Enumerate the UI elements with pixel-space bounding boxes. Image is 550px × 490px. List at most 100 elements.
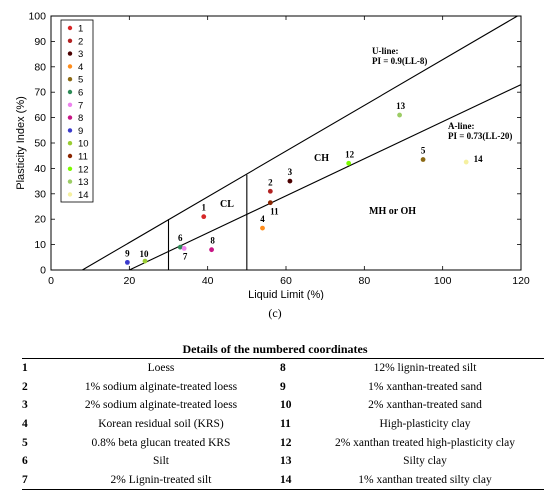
detail-description: 2% xanthan-treated sand <box>368 399 482 412</box>
detail-description: Silty clay <box>403 455 447 468</box>
legend-marker-4 <box>67 64 73 69</box>
legend-marker-5 <box>67 77 73 82</box>
x-tick-label: 0 <box>48 275 54 287</box>
y-tick-label: 40 <box>34 163 46 175</box>
point-7 <box>181 246 187 251</box>
detail-number: 14 <box>280 470 306 490</box>
detail-number: 13 <box>280 455 292 468</box>
point-2 <box>267 188 273 194</box>
point-4 <box>260 225 265 231</box>
y-tick-label: 20 <box>34 214 46 226</box>
chart-lines <box>82 15 522 271</box>
legend-label-8: 8 <box>78 113 83 124</box>
detail-number: 6 <box>22 455 28 468</box>
legend-marker-9 <box>67 128 73 133</box>
point-13 <box>397 112 402 118</box>
detail-description: Silt <box>153 455 169 468</box>
y-tick-label: 60 <box>34 112 46 124</box>
point-11 <box>267 200 273 206</box>
legend-label-14: 14 <box>78 190 89 201</box>
y-tick-label: 50 <box>34 138 46 150</box>
x-tick-label: 100 <box>434 275 452 287</box>
axis-ticks: 0 20 40 60 80 100 120 0 10 20 30 40 50 60 70 80 90 100 <box>28 11 529 288</box>
point-label-5: 5 <box>421 146 426 156</box>
region-label-mh-oh: MH or OH <box>369 206 416 217</box>
detail-number: 3 <box>22 399 28 412</box>
detail-number: 12 <box>280 436 292 449</box>
point-label-13: 13 <box>396 101 406 111</box>
detail-number: 8 <box>280 357 306 378</box>
a-line-line <box>129 84 522 271</box>
detail-description: Loess <box>42 357 280 378</box>
detail-number: 4 <box>22 418 28 431</box>
point-label-8: 8 <box>210 236 215 246</box>
legend-label-3: 3 <box>78 49 83 60</box>
detail-number: 1 <box>22 357 42 378</box>
u-line-label: U-line: <box>372 46 399 56</box>
point-label-7: 7 <box>183 251 188 261</box>
legend-marker-12 <box>67 166 73 171</box>
legend-marker-2 <box>67 38 73 43</box>
x-tick-label: 60 <box>280 275 292 287</box>
x-axis-label: Liquid Limit (%) <box>248 289 324 300</box>
details-title: Details of the numbered coordinates <box>182 342 368 356</box>
legend-marker-6 <box>67 89 73 95</box>
details-row: 7 2% Lignin-treated silt 14 1% xanthan trea… <box>22 470 544 490</box>
y-tick-label: 80 <box>34 61 46 73</box>
point-6 <box>177 244 183 250</box>
point-label-14: 14 <box>474 154 484 164</box>
legend-label-9: 9 <box>78 126 83 137</box>
point-label-4: 4 <box>260 214 265 224</box>
legend-label-7: 7 <box>78 100 83 111</box>
y-axis-label: Plasticity Index (%) <box>15 96 27 190</box>
x-tick-label: 120 <box>512 275 530 287</box>
point-label-11: 11 <box>270 207 279 217</box>
legend-marker-14 <box>67 192 73 197</box>
details-row: 2 1% sodium alginate-treated loess 9 1% xan… <box>22 378 544 397</box>
point-label-2: 2 <box>268 177 273 187</box>
point-label-1: 1 <box>202 203 207 213</box>
point-10 <box>142 258 148 264</box>
legend-box <box>60 19 94 203</box>
detail-description: 1% sodium alginate-treated loess <box>84 380 238 393</box>
details-row: 4 Korean residual soil (KRS) 11 High-plasti… <box>22 415 544 434</box>
detail-number: 7 <box>22 470 42 490</box>
u-line-line <box>82 15 518 271</box>
details-row: 3 2% sodium alginate-treated loess 10 2% xa… <box>22 396 544 415</box>
detail-description: 1% xanthan treated silty clay <box>306 470 544 490</box>
x-tick-label: 40 <box>202 275 214 287</box>
y-tick-label: 100 <box>28 11 46 23</box>
figure-subcaption: (c) <box>268 306 282 320</box>
details-row: 5 0.8% beta glucan treated KRS 12 2% xantha… <box>22 433 544 452</box>
legend-label-6: 6 <box>78 88 83 99</box>
detail-description: 2% xanthan treated high-plasticity clay <box>334 436 516 449</box>
y-tick-label: 30 <box>34 188 46 200</box>
detail-number: 5 <box>22 436 28 449</box>
legend-marker-8 <box>67 115 73 120</box>
y-tick-label: 70 <box>34 87 46 99</box>
detail-number: 10 <box>280 399 292 412</box>
point-label-10: 10 <box>140 249 150 259</box>
point-label-6: 6 <box>178 233 183 243</box>
point-label-3: 3 <box>288 167 293 177</box>
point-1 <box>201 214 207 220</box>
details-row: 1 Loess 8 12% lignin-treated silt <box>22 357 544 378</box>
legend-marker-13 <box>67 179 73 184</box>
point-12 <box>346 160 352 166</box>
detail-description: 2% sodium alginate-treated loess <box>84 399 238 412</box>
detail-number: 9 <box>280 380 286 393</box>
detail-description: 1% xanthan-treated sand <box>368 380 482 393</box>
legend-label-5: 5 <box>78 75 83 86</box>
y-tick-label: 0 <box>40 265 46 277</box>
u-line-equation: PI = 0.9(LL-8) <box>372 56 427 66</box>
detail-number: 2 <box>22 380 28 393</box>
legend-label-10: 10 <box>78 139 89 150</box>
detail-number: 11 <box>280 418 291 431</box>
a-line-equation: PI = 0.73(LL-20) <box>448 131 512 141</box>
point-9 <box>124 259 130 265</box>
region-label-ch: CH <box>314 153 329 164</box>
plot-frame <box>50 15 522 271</box>
